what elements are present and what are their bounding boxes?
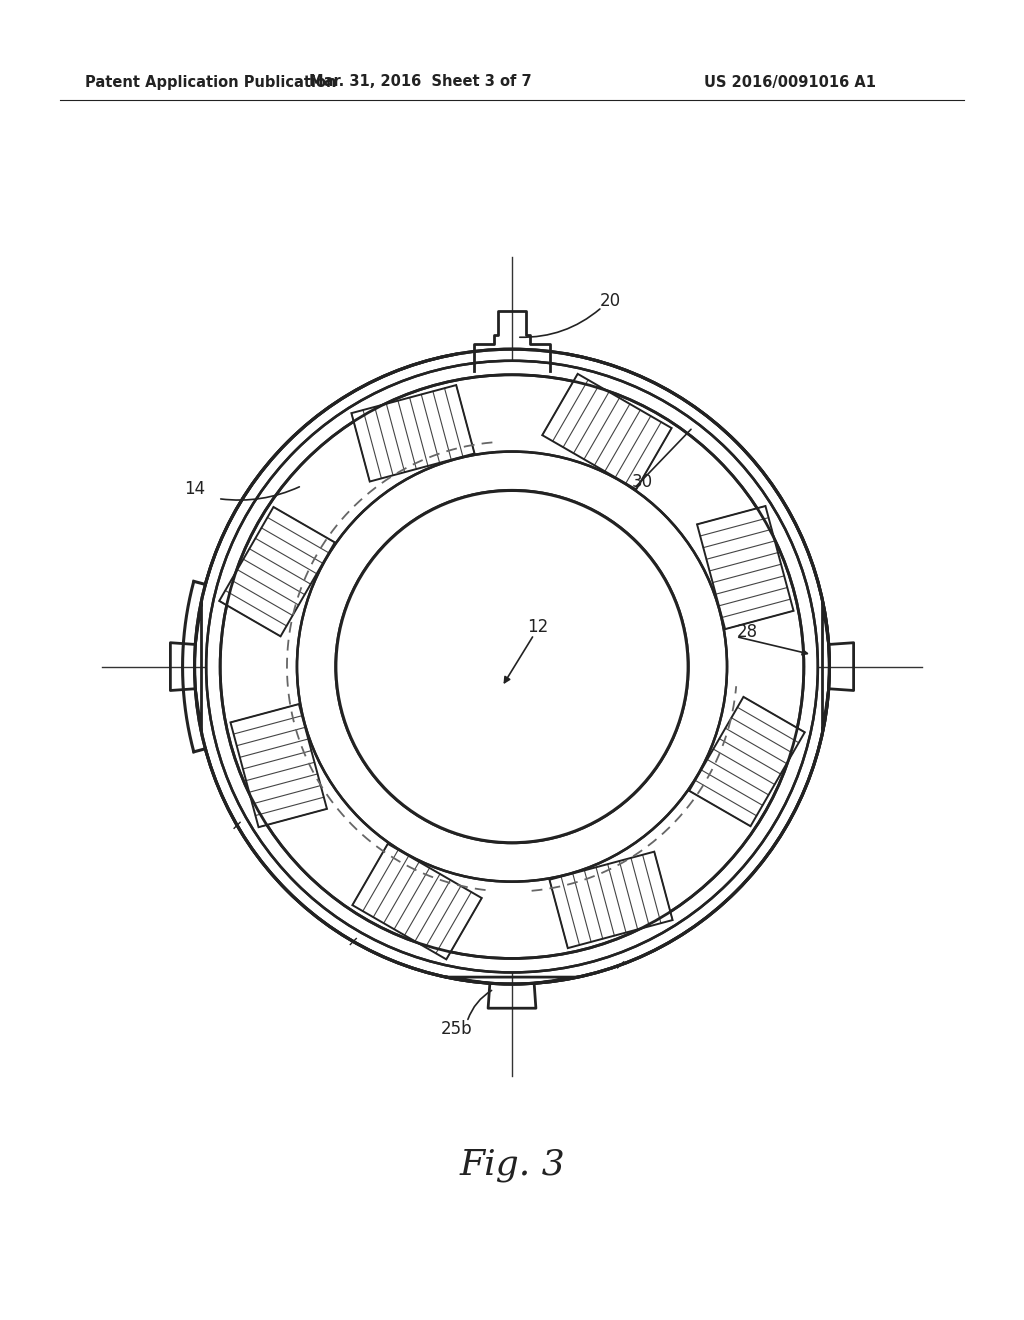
Polygon shape	[219, 507, 335, 636]
Polygon shape	[543, 374, 672, 490]
Text: 30: 30	[632, 473, 652, 491]
Circle shape	[336, 491, 688, 842]
Polygon shape	[697, 506, 794, 630]
Polygon shape	[230, 704, 327, 828]
Polygon shape	[689, 697, 805, 826]
Text: 12: 12	[527, 618, 548, 636]
Polygon shape	[352, 843, 481, 960]
Text: Patent Application Publication: Patent Application Publication	[85, 74, 337, 90]
Text: Mar. 31, 2016  Sheet 3 of 7: Mar. 31, 2016 Sheet 3 of 7	[308, 74, 531, 90]
Circle shape	[206, 360, 818, 973]
Polygon shape	[550, 851, 673, 948]
Text: 25b: 25b	[441, 1020, 473, 1038]
Polygon shape	[351, 385, 474, 482]
Circle shape	[336, 491, 688, 842]
Text: 14: 14	[184, 479, 206, 498]
Text: US 2016/0091016 A1: US 2016/0091016 A1	[705, 74, 876, 90]
Text: Fig. 3: Fig. 3	[459, 1148, 565, 1181]
Text: 20: 20	[599, 292, 621, 310]
Text: 28: 28	[737, 623, 758, 640]
